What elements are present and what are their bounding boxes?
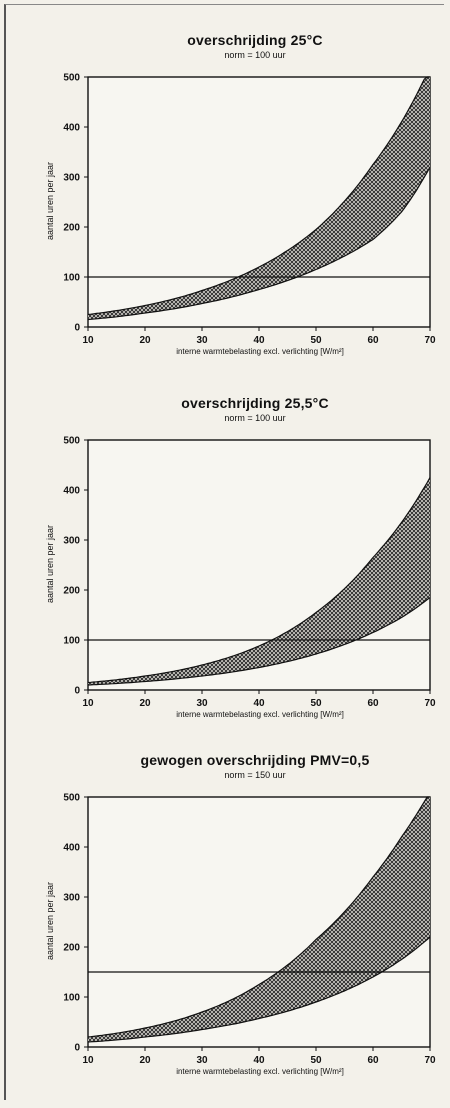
x-tick-label: 30 bbox=[196, 335, 208, 346]
x-tick-label: 40 bbox=[253, 335, 265, 346]
y-tick-label: 0 bbox=[74, 1043, 80, 1054]
y-tick-label: 0 bbox=[74, 323, 80, 334]
y-tick-label: 200 bbox=[63, 943, 80, 954]
x-tick-label: 20 bbox=[139, 1055, 151, 1066]
series-line-upper bbox=[87, 477, 431, 684]
chart-svg: 0 100 200 300 400 500 10 20 30 40 50 60 70 bbox=[63, 436, 436, 710]
x-axis-label: interne warmtebelasting excl. verlichtin… bbox=[176, 710, 344, 719]
x-axis-label: interne warmtebelasting excl. verlichtin… bbox=[176, 1067, 344, 1076]
y-axis-label: aantal uren per jaar bbox=[45, 524, 55, 604]
x-tick-label: 10 bbox=[82, 698, 94, 709]
chart-subtitle: norm = 100 uur bbox=[224, 413, 286, 423]
x-axis-label: interne warmtebelasting excl. verlichtin… bbox=[176, 347, 344, 356]
x-tick-label: 30 bbox=[196, 698, 208, 709]
x-tick-label: 40 bbox=[253, 1055, 265, 1066]
y-tick-label: 100 bbox=[63, 636, 80, 647]
x-tick-label: 40 bbox=[253, 698, 265, 709]
chart-subtitle: norm = 100 uur bbox=[224, 50, 286, 60]
y-tick-label: 200 bbox=[63, 586, 80, 597]
series-line-upper bbox=[87, 76, 430, 316]
y-axis-label: aantal uren per jaar bbox=[45, 881, 55, 961]
x-tick-label: 30 bbox=[196, 1055, 208, 1066]
y-tick-label: 500 bbox=[63, 73, 80, 84]
y-tick-label: 400 bbox=[63, 123, 80, 134]
y-tick-label: 100 bbox=[63, 273, 80, 284]
y-tick-label: 400 bbox=[63, 843, 80, 854]
y-tick-label: 400 bbox=[63, 486, 80, 497]
series-line-upper bbox=[87, 796, 430, 1038]
series-line-lower bbox=[87, 936, 431, 1043]
y-tick-label: 0 bbox=[74, 686, 80, 697]
y-tick-label: 200 bbox=[63, 223, 80, 234]
y-axis-label: aantal uren per jaar bbox=[45, 161, 55, 241]
x-tick-label: 60 bbox=[367, 698, 379, 709]
y-tick-label: 500 bbox=[63, 793, 80, 804]
chart-title: overschrijding 25,5°C bbox=[181, 395, 329, 411]
chart-svg: 0 100 200 300 400 500 10 20 30 40 50 60 70 bbox=[63, 73, 436, 347]
x-tick-label: 20 bbox=[139, 698, 151, 709]
band-area bbox=[88, 797, 430, 1042]
series-line-lower bbox=[87, 166, 431, 321]
page-border bbox=[4, 4, 444, 1100]
x-tick-label: 60 bbox=[367, 335, 379, 346]
y-tick-label: 300 bbox=[63, 893, 80, 904]
x-tick-label: 70 bbox=[424, 335, 436, 346]
x-tick-label: 70 bbox=[424, 1055, 436, 1066]
y-tick-label: 100 bbox=[63, 993, 80, 1004]
chart-panel-3: gewogen overschrijding PMV=0,5 norm = 150… bbox=[0, 750, 450, 1108]
chart-title: overschrijding 25°C bbox=[187, 32, 323, 48]
x-tick-label: 20 bbox=[139, 335, 151, 346]
x-tick-label: 60 bbox=[367, 1055, 379, 1066]
chart-title: gewogen overschrijding PMV=0,5 bbox=[140, 752, 370, 768]
chart-subtitle: norm = 150 uur bbox=[224, 770, 286, 780]
x-tick-label: 50 bbox=[310, 1055, 322, 1066]
series-line-lower bbox=[87, 597, 431, 686]
y-tick-label: 300 bbox=[63, 173, 80, 184]
x-tick-label: 50 bbox=[310, 335, 322, 346]
x-tick-label: 10 bbox=[82, 1055, 94, 1066]
band-area bbox=[88, 77, 430, 320]
x-tick-label: 10 bbox=[82, 335, 94, 346]
chart-svg: 0 100 200 300 400 500 10 20 30 40 50 60 70 bbox=[63, 793, 436, 1067]
x-tick-label: 70 bbox=[424, 698, 436, 709]
x-tick-label: 50 bbox=[310, 698, 322, 709]
y-tick-label: 500 bbox=[63, 436, 80, 447]
y-tick-label: 300 bbox=[63, 536, 80, 547]
chart-panel-1: overschrijding 25°C norm = 100 uur 0 100 200… bbox=[0, 30, 450, 388]
band-area bbox=[88, 477, 430, 685]
chart-panel-2: overschrijding 25,5°C norm = 100 uur 0 100 2… bbox=[0, 393, 450, 751]
